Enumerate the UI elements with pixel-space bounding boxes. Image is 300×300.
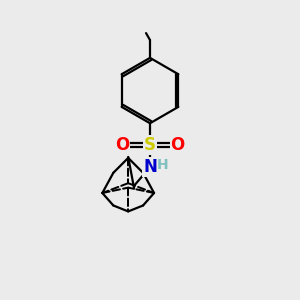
Text: S: S	[144, 136, 156, 154]
Text: O: O	[115, 136, 129, 154]
Text: H: H	[157, 158, 169, 172]
Text: O: O	[171, 136, 185, 154]
Text: N: N	[143, 158, 157, 176]
